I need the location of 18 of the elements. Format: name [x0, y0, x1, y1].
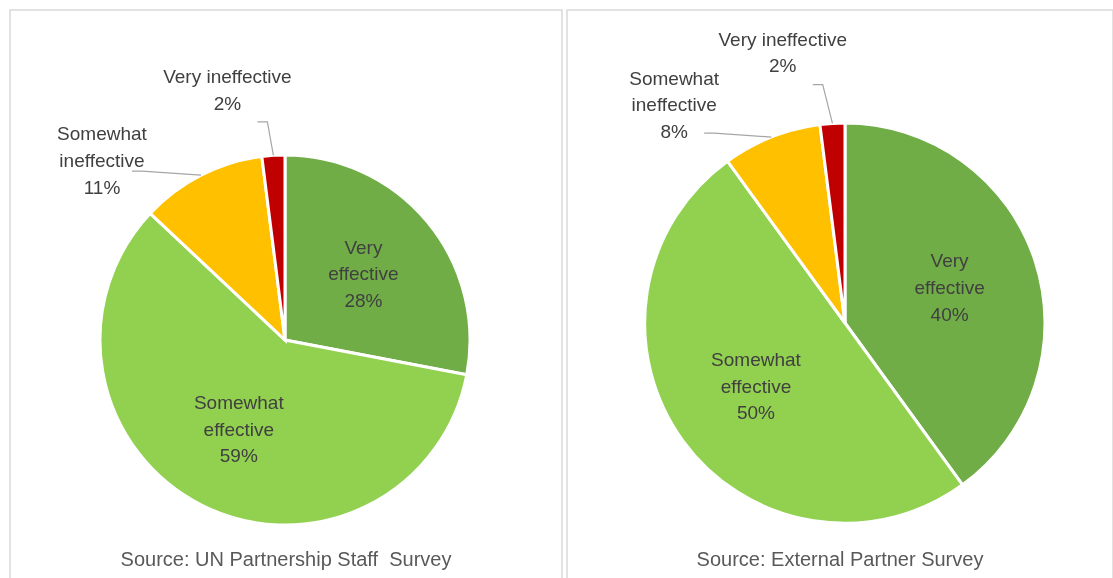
data-label: 11% [83, 176, 121, 198]
slice-label: Somewhat effective [193, 392, 285, 440]
slice-label: Somewhat effective [711, 349, 802, 397]
source-note: Source: External Partner Survey [696, 548, 984, 570]
slice-label: Very effective [328, 236, 399, 285]
slice-label: Somewhat ineffective [57, 123, 148, 172]
data-label: 40% [930, 303, 969, 325]
data-label: 28% [344, 289, 383, 311]
slice-label: Very effective [914, 250, 985, 299]
data-label: 59% [219, 445, 258, 467]
data-label: 50% [736, 402, 776, 424]
data-label: 2% [768, 55, 797, 77]
source-note: Source: UN Partnership Staff Survey [120, 548, 452, 570]
slice-label: Very ineffective [163, 66, 292, 87]
slice-label: Somewhat ineffective [629, 67, 720, 116]
data-label: 2% [213, 92, 242, 114]
data-label: 8% [660, 120, 688, 142]
slice-label: Very ineffective [718, 28, 847, 50]
